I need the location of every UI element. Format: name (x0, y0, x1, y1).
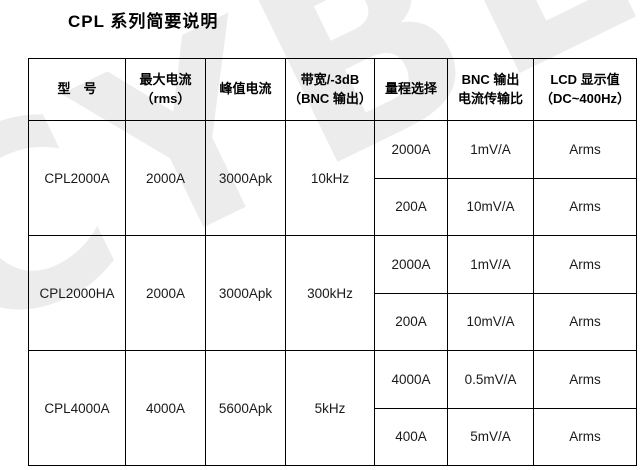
col-header-peak-current: 峰值电流 (205, 58, 286, 121)
cell-bandwidth: 5kHz (285, 350, 375, 466)
cell-range: 4000A (374, 350, 448, 409)
cell-range: 2000A (374, 235, 448, 294)
col-header-model: 型 号 (28, 58, 126, 121)
col-header-range-select: 量程选择 (374, 58, 448, 121)
table-row: CPL4000A 4000A 5600Apk 5kHz 4000A 0.5mV/… (28, 350, 637, 466)
spec-table: 型 号 最大电流 （rms） 峰值电流 带宽/-3dB （BNC 输出） 量程选… (28, 58, 637, 466)
cell-model: CPL4000A (28, 350, 126, 466)
cell-max-current: 2000A (125, 120, 206, 236)
col-header-max-current: 最大电流 （rms） (125, 58, 206, 121)
cell-ratio: 0.5mV/A (447, 350, 534, 409)
header-line: 型 号 (57, 81, 97, 97)
col-header-bnc-ratio: BNC 输出 电流传输比 (447, 58, 534, 121)
cell-ratio: 1mV/A (447, 120, 534, 179)
table-row: CPL2000HA 2000A 3000Apk 300kHz 2000A 1mV… (28, 235, 637, 351)
table-row: 200A 10mV/A Arms (29, 292, 637, 351)
cell-max-current: 4000A (125, 350, 206, 466)
cell-bandwidth: 10kHz (285, 120, 375, 236)
cell-lcd-value: Arms (533, 407, 637, 466)
header-line: （rms） (140, 90, 191, 106)
cell-lcd-value: Arms (533, 235, 637, 294)
cell-model: CPL2000A (28, 120, 126, 236)
page-title: CPL 系列简要说明 (68, 12, 219, 31)
cell-bandwidth: 300kHz (285, 235, 375, 351)
table-row: 400A 5mV/A Arms (29, 407, 637, 466)
cell-peak-current: 3000Apk (205, 120, 286, 236)
table-row: 200A 10mV/A Arms (29, 177, 637, 236)
header-line: 量程选择 (384, 81, 437, 97)
cell-lcd-value: Arms (533, 292, 637, 351)
cell-range: 200A (374, 177, 448, 236)
cell-ratio: 10mV/A (447, 292, 534, 351)
header-line: 带宽/-3dB (300, 71, 360, 87)
cell-range: 2000A (374, 120, 448, 179)
cell-ratio: 1mV/A (447, 235, 534, 294)
header-line: 电流传输比 (457, 90, 523, 106)
cell-range: 200A (374, 292, 448, 351)
header-line: （DC~400Hz） (540, 90, 630, 106)
col-header-bandwidth: 带宽/-3dB （BNC 输出） (285, 58, 375, 121)
cell-lcd-value: Arms (533, 120, 637, 179)
cell-lcd-value: Arms (533, 350, 637, 409)
header-line: 最大电流 (139, 71, 192, 87)
header-line: 峰值电流 (219, 81, 272, 97)
cell-ratio: 5mV/A (447, 407, 534, 466)
cell-ratio: 10mV/A (447, 177, 534, 236)
header-line: LCD 显示值 (550, 71, 620, 87)
header-line: （BNC 输出） (288, 90, 372, 106)
col-header-lcd-display: LCD 显示值 （DC~400Hz） (533, 58, 637, 121)
cell-range: 400A (374, 407, 448, 466)
cell-model: CPL2000HA (28, 235, 126, 351)
cell-peak-current: 5600Apk (205, 350, 286, 466)
table-row: CPL2000A 2000A 3000Apk 10kHz 2000A 1mV/A… (28, 120, 637, 236)
header-line: BNC 输出 (461, 71, 520, 87)
cell-peak-current: 3000Apk (205, 235, 286, 351)
header-row: 型 号 最大电流 （rms） 峰值电流 带宽/-3dB （BNC 输出） 量程选… (28, 58, 637, 121)
cell-lcd-value: Arms (533, 177, 637, 236)
cell-max-current: 2000A (125, 235, 206, 351)
